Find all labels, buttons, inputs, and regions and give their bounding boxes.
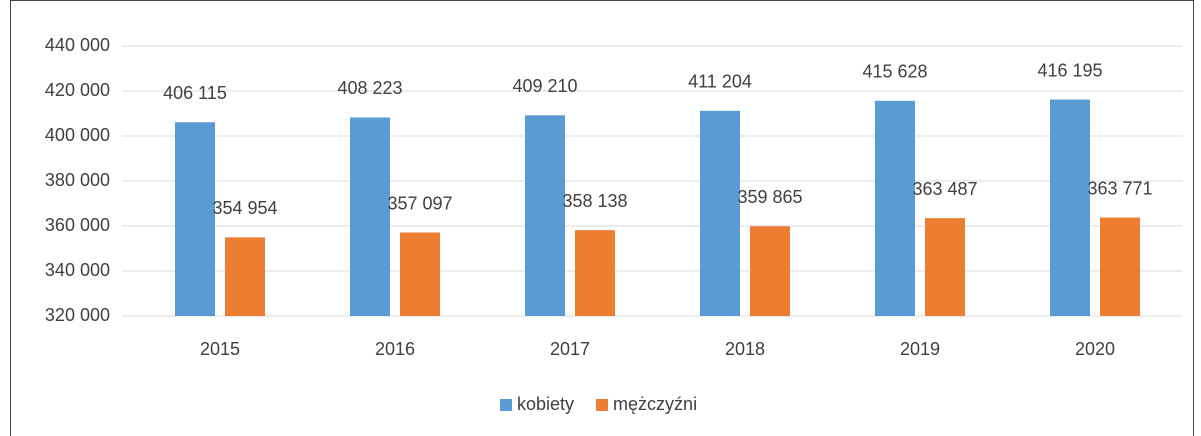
data-label: 359 865 bbox=[737, 187, 802, 207]
y-tick-label: 400 000 bbox=[45, 125, 110, 145]
bar bbox=[525, 115, 565, 316]
y-tick-label: 340 000 bbox=[45, 260, 110, 280]
data-label: 409 210 bbox=[512, 76, 577, 96]
bar bbox=[350, 117, 390, 316]
data-label: 358 138 bbox=[562, 191, 627, 211]
data-label: 411 204 bbox=[688, 72, 752, 92]
data-label: 354 954 bbox=[212, 198, 277, 218]
legend-swatch bbox=[500, 399, 512, 411]
data-label: 357 097 bbox=[387, 193, 452, 213]
bar bbox=[400, 232, 440, 316]
legend-swatch bbox=[596, 399, 609, 411]
x-tick-label: 2019 bbox=[900, 339, 940, 359]
x-tick-label: 2020 bbox=[1075, 339, 1115, 359]
bar bbox=[750, 226, 790, 316]
bar bbox=[925, 218, 965, 316]
data-label: 415 628 bbox=[862, 62, 927, 82]
data-label: 406 115 bbox=[163, 83, 227, 103]
x-tick-label: 2017 bbox=[550, 339, 590, 359]
bar bbox=[175, 122, 215, 317]
y-tick-label: 420 000 bbox=[45, 80, 110, 100]
x-tick-label: 2018 bbox=[725, 339, 765, 359]
legend-label: mężczyźni bbox=[613, 394, 697, 414]
y-tick-label: 320 000 bbox=[45, 305, 110, 325]
y-tick-label: 360 000 bbox=[45, 215, 110, 235]
bar bbox=[575, 230, 615, 316]
bar bbox=[225, 237, 265, 316]
y-tick-label: 440 000 bbox=[45, 35, 110, 55]
x-tick-label: 2015 bbox=[200, 339, 240, 359]
legend-label: kobiety bbox=[517, 394, 574, 414]
bar bbox=[875, 100, 915, 316]
data-label: 363 487 bbox=[912, 179, 977, 199]
bar bbox=[700, 110, 740, 316]
data-label: 363 771 bbox=[1087, 178, 1152, 198]
x-tick-label: 2016 bbox=[375, 339, 415, 359]
y-tick-label: 380 000 bbox=[45, 170, 110, 190]
bar bbox=[1050, 99, 1090, 316]
bar bbox=[1100, 217, 1140, 316]
data-label: 408 223 bbox=[337, 78, 402, 98]
data-label: 416 195 bbox=[1037, 60, 1102, 80]
